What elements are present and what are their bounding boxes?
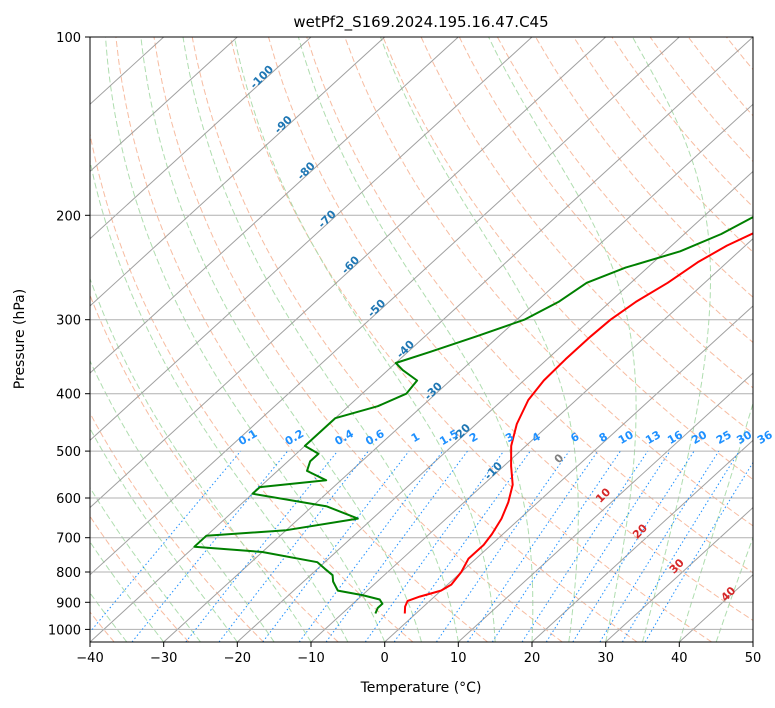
dry-adiabat xyxy=(191,37,638,642)
x-tick-label: −40 xyxy=(76,651,103,666)
dry-adiabat xyxy=(458,37,753,389)
chart-title: wetPf2_S169.2024.195.16.47.C45 xyxy=(293,13,548,32)
x-tick-label: 40 xyxy=(671,651,688,666)
isotherm-line xyxy=(457,372,753,642)
y-tick-label: 400 xyxy=(56,388,81,403)
dry-adiabat xyxy=(153,37,563,642)
moist-adiabat xyxy=(678,401,753,642)
moist-adiabat xyxy=(90,359,275,642)
moist-adiabat xyxy=(90,158,349,642)
y-tick-label: 300 xyxy=(56,314,81,329)
isotherm-line xyxy=(90,37,312,240)
isotherm-line xyxy=(90,37,607,509)
isotherm-line xyxy=(90,37,680,576)
isotherm-line xyxy=(90,37,238,173)
y-tick-label: 900 xyxy=(56,596,81,611)
dry-adiabat xyxy=(306,37,753,574)
dewpoint-profile-line xyxy=(193,216,753,614)
isotherm-line xyxy=(90,37,533,442)
x-tick-label: 20 xyxy=(524,651,541,666)
mixing-ratio-line xyxy=(521,450,649,642)
mixing-ratio-line xyxy=(545,450,671,642)
isotherm-line xyxy=(90,37,386,307)
isotherm-line xyxy=(605,506,753,642)
data-layer xyxy=(193,216,753,614)
x-axis-label: Temperature (°C) xyxy=(360,680,482,696)
isotherm-line xyxy=(531,439,753,642)
mixing-ratio-line xyxy=(467,450,599,642)
isotherm-line xyxy=(90,37,459,374)
isotherm-line xyxy=(384,305,753,642)
x-tick-label: −10 xyxy=(297,651,324,666)
x-tick-label: 0 xyxy=(381,651,389,666)
y-axis-label: Pressure (hPa) xyxy=(12,289,28,389)
y-tick-label: 500 xyxy=(56,445,81,460)
mixing-ratio-line xyxy=(325,450,468,642)
mixing-ratio-line xyxy=(572,450,695,642)
y-tick-label: 600 xyxy=(56,492,81,507)
y-tick-label: 100 xyxy=(56,31,81,46)
x-tick-label: −20 xyxy=(224,651,251,666)
isotherm-line xyxy=(163,103,753,642)
mixing-ratio-line xyxy=(491,450,621,642)
moist-adiabat xyxy=(90,427,238,642)
moist-adiabat xyxy=(297,37,534,642)
x-tick-label: 50 xyxy=(745,651,762,666)
moist-adiabat xyxy=(182,37,459,642)
mixing-ratio-line xyxy=(393,450,531,642)
temperature-profile-line xyxy=(403,232,753,614)
dry-adiabat xyxy=(90,412,264,642)
y-tick-label: 800 xyxy=(56,566,81,581)
dry-adiabat xyxy=(496,37,753,344)
dry-adiabat xyxy=(268,37,753,622)
mixing-ratio-line xyxy=(90,450,242,633)
axes-layer: −40 −30 −20 −10 0 10 20 30 40 50 100 200 300 400 500 60… xyxy=(48,31,761,666)
y-tick-label: 200 xyxy=(56,209,81,224)
moist-adiabat xyxy=(488,37,637,642)
mixing-ratio-line xyxy=(131,450,288,642)
y-tick-label: 700 xyxy=(56,532,81,547)
mixing-ratio-line xyxy=(435,450,570,642)
dry-adiabat xyxy=(535,37,753,298)
isotherm-line xyxy=(236,170,753,642)
isotherm-line xyxy=(310,237,753,642)
dry-adiabat xyxy=(90,293,339,642)
moist-adiabat xyxy=(105,37,386,642)
dry-adiabat xyxy=(115,37,488,642)
mixing-ratio-line xyxy=(298,450,444,642)
y-tick-label: 1000 xyxy=(48,623,81,638)
x-tick-label: −30 xyxy=(150,651,177,666)
x-tick-label: 10 xyxy=(450,651,467,666)
plot-frame xyxy=(89,36,754,643)
moist-adiabat xyxy=(380,37,579,642)
mixing-ratio-line xyxy=(621,450,740,642)
mixing-ratio-line xyxy=(262,450,410,642)
dry-adiabat xyxy=(90,515,190,642)
moist-adiabat xyxy=(233,37,496,642)
mixing-ratio-line xyxy=(364,450,505,642)
x-tick-label: 30 xyxy=(597,651,614,666)
moist-adiabat xyxy=(140,37,422,642)
mixing-ratio-line xyxy=(185,450,338,642)
